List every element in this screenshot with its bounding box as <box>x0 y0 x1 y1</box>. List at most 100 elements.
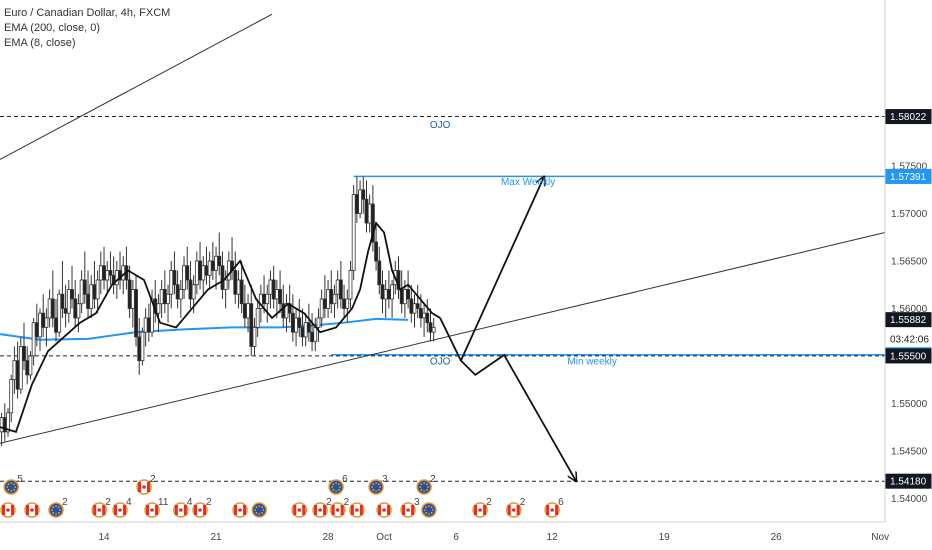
eu-flag-icon[interactable] <box>328 479 344 495</box>
event-row-2[interactable]: 2 <box>192 497 212 518</box>
candle-body <box>188 279 193 300</box>
eu-flag-icon[interactable] <box>368 479 384 495</box>
event-count: 3 <box>382 474 388 485</box>
eu-star-icon <box>10 482 13 484</box>
price-tag[interactable]: 03:42:06 <box>886 331 931 346</box>
event-row-2[interactable]: 6 <box>544 497 564 518</box>
indicator-ema-200[interactable]: EMA (200, close, 0) <box>4 22 100 34</box>
projection-down-arrow[interactable] <box>439 317 576 481</box>
trend-line[interactable] <box>0 13 273 160</box>
event-count: 4 <box>187 497 193 508</box>
candle-body <box>134 289 138 338</box>
price-tag-box <box>885 109 932 125</box>
event-row-2[interactable]: 3 <box>400 497 420 518</box>
trend-line[interactable] <box>0 232 886 444</box>
candle-body <box>63 308 68 314</box>
time-tick-label: Nov <box>871 532 889 543</box>
projection-up-arrow[interactable] <box>460 177 544 362</box>
eu-flag-icon[interactable] <box>3 479 19 495</box>
ca-flag-band <box>234 505 238 515</box>
candle-body <box>89 284 94 309</box>
candle-body <box>322 298 327 309</box>
price-tag[interactable]: 1.55500 <box>885 348 932 364</box>
candle-body <box>361 189 366 200</box>
eu-flag-icon[interactable] <box>421 502 437 518</box>
candle-body <box>0 417 4 433</box>
event-row-2[interactable]: 11 <box>144 497 169 518</box>
ca-flag-band <box>203 505 207 515</box>
time-axis[interactable]: 14 21 28 Oct 6 12 19 26 Nov <box>98 532 889 543</box>
economic-events[interactable]: 5 2 6 3 2 2 2 4 11 4 2 2 2 3 2 2 6 <box>0 474 564 518</box>
symbol-title[interactable]: Euro / Canadian Dollar, 4h, FXCM <box>4 7 171 19</box>
event-row-2[interactable]: 2 <box>472 497 492 518</box>
event-row-2[interactable] <box>291 502 308 518</box>
price-tag-label: 1.55882 <box>890 315 927 326</box>
ca-flag-band <box>114 505 118 515</box>
price-axis[interactable]: 1.57500 1.57000 1.56500 1.56000 1.55000 1.545… <box>891 162 928 505</box>
maple-leaf-icon <box>97 508 102 512</box>
event-row-2[interactable] <box>232 502 248 518</box>
event-row-2[interactable] <box>421 502 437 518</box>
candle-body <box>169 270 174 295</box>
candle-body <box>402 289 407 305</box>
candle-body <box>34 322 39 338</box>
price-tag[interactable]: 1.58022 <box>885 109 932 125</box>
candle-body <box>383 289 388 300</box>
event-count: 2 <box>326 497 332 508</box>
event-row-2[interactable] <box>24 502 40 518</box>
event-row-2[interactable]: 2 <box>329 497 350 518</box>
ca-flag-band <box>243 505 247 515</box>
eu-star-icon <box>335 490 337 492</box>
eu-flag-icon[interactable] <box>251 502 268 518</box>
eu-star-icon <box>6 486 9 488</box>
event-row-2[interactable]: 2 <box>312 497 332 518</box>
candle-body <box>316 317 321 328</box>
ca-flag-band <box>93 505 97 515</box>
price-tag-box <box>885 473 932 489</box>
ca-flag-band <box>402 505 406 515</box>
ca-flag-band <box>194 505 198 515</box>
eu-star-icon <box>426 489 428 491</box>
event-row-1[interactable]: 6 <box>328 474 348 495</box>
price-tag[interactable]: 1.55882 <box>885 312 932 328</box>
event-row-2[interactable] <box>349 502 365 518</box>
event-row-2[interactable] <box>251 502 268 518</box>
candle-body <box>127 279 132 309</box>
event-row-2[interactable]: 2 <box>505 497 526 518</box>
candle-body <box>191 284 196 300</box>
candle-body <box>358 189 362 214</box>
candle-body <box>367 203 372 224</box>
candle-body <box>313 327 318 343</box>
event-row-1[interactable]: 3 <box>368 474 388 495</box>
event-row-2[interactable]: 4 <box>112 497 132 518</box>
ca-flag-band <box>102 505 106 515</box>
candle-body <box>140 331 145 362</box>
candle-body <box>265 293 270 305</box>
event-row-2[interactable] <box>0 502 16 518</box>
candle-body <box>364 198 369 224</box>
candle-body <box>146 317 151 333</box>
eu-flag-icon[interactable] <box>48 502 64 518</box>
candle-body <box>380 284 385 300</box>
event-row-2[interactable]: 2 <box>91 497 111 518</box>
event-row-1[interactable]: 2 <box>136 474 156 495</box>
event-row-2[interactable]: 2 <box>48 497 68 518</box>
price-tag-label: 1.58022 <box>890 112 927 123</box>
event-row-2[interactable] <box>376 502 392 518</box>
eu-star-icon <box>52 512 54 514</box>
candle-body <box>326 289 330 309</box>
candle-body <box>319 298 324 319</box>
price-tag[interactable]: 1.54180 <box>885 473 932 489</box>
candle-body <box>47 298 52 319</box>
price-tag[interactable]: 1.57391 <box>885 168 932 184</box>
event-row-2[interactable]: 4 <box>173 497 193 518</box>
ca-flag-band <box>340 505 344 515</box>
event-row-1[interactable]: 5 <box>3 474 23 495</box>
event-row-1[interactable]: 2 <box>416 474 436 495</box>
candle-body <box>271 279 276 300</box>
indicator-ema-8[interactable]: EMA (8, close) <box>4 37 76 49</box>
event-count: 2 <box>520 497 526 508</box>
eu-flag-icon[interactable] <box>416 479 432 495</box>
ca-flag-band <box>323 505 327 515</box>
